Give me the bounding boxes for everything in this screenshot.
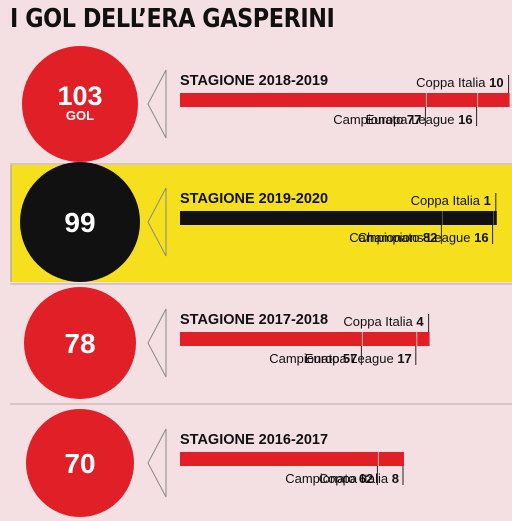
segment-label: Campionato 82 (349, 230, 437, 245)
season-label: STAGIONE 2017-2018 (180, 312, 328, 328)
segment-label: Europa League 16 (366, 112, 473, 127)
segment-label: Campionato 62 (285, 471, 373, 486)
bar-segment (416, 332, 430, 346)
segment-label: Coppa Italia 4 (343, 314, 424, 329)
callout-pointer (147, 428, 167, 498)
callout-pointer (147, 308, 167, 378)
bar-segment (362, 332, 417, 346)
season-label: STAGIONE 2016-2017 (180, 432, 328, 448)
segment-label: Coppa Italia 1 (411, 193, 491, 208)
bar-segment (493, 211, 497, 225)
total-circle (24, 287, 136, 399)
segment-label: Coppa Italia 8 (319, 471, 399, 486)
callout-pointer (147, 187, 167, 257)
season-label: STAGIONE 2018-2019 (180, 73, 328, 89)
segment-label: Campionato 77 (333, 112, 421, 127)
total-circle (20, 162, 140, 282)
total-circle (26, 409, 134, 517)
bar-segment (426, 93, 478, 107)
bar-segment (180, 93, 427, 107)
total-circle (22, 46, 138, 162)
segment-label: Europa League 17 (305, 351, 412, 366)
total-value: 70 (64, 448, 95, 479)
bar-segment (477, 93, 510, 107)
bar-segment (180, 211, 443, 225)
bar-segment (442, 211, 494, 225)
segment-label: Coppa Italia 10 (416, 75, 503, 90)
page-title: I GOL DELL’ERA GASPERINI (10, 4, 335, 34)
total-value: 99 (64, 207, 95, 238)
segment-label: Campionato 57 (269, 351, 357, 366)
bar-segment (180, 332, 363, 346)
total-value: 103 (57, 81, 102, 111)
total-unit: GOL (66, 108, 94, 123)
bar-segment (378, 452, 404, 466)
season-label: STAGIONE 2019-2020 (180, 191, 328, 207)
callout-pointer (147, 69, 167, 139)
bar-segment (180, 452, 379, 466)
total-value: 78 (64, 328, 95, 359)
segment-label: Champions League 16 (358, 230, 489, 245)
